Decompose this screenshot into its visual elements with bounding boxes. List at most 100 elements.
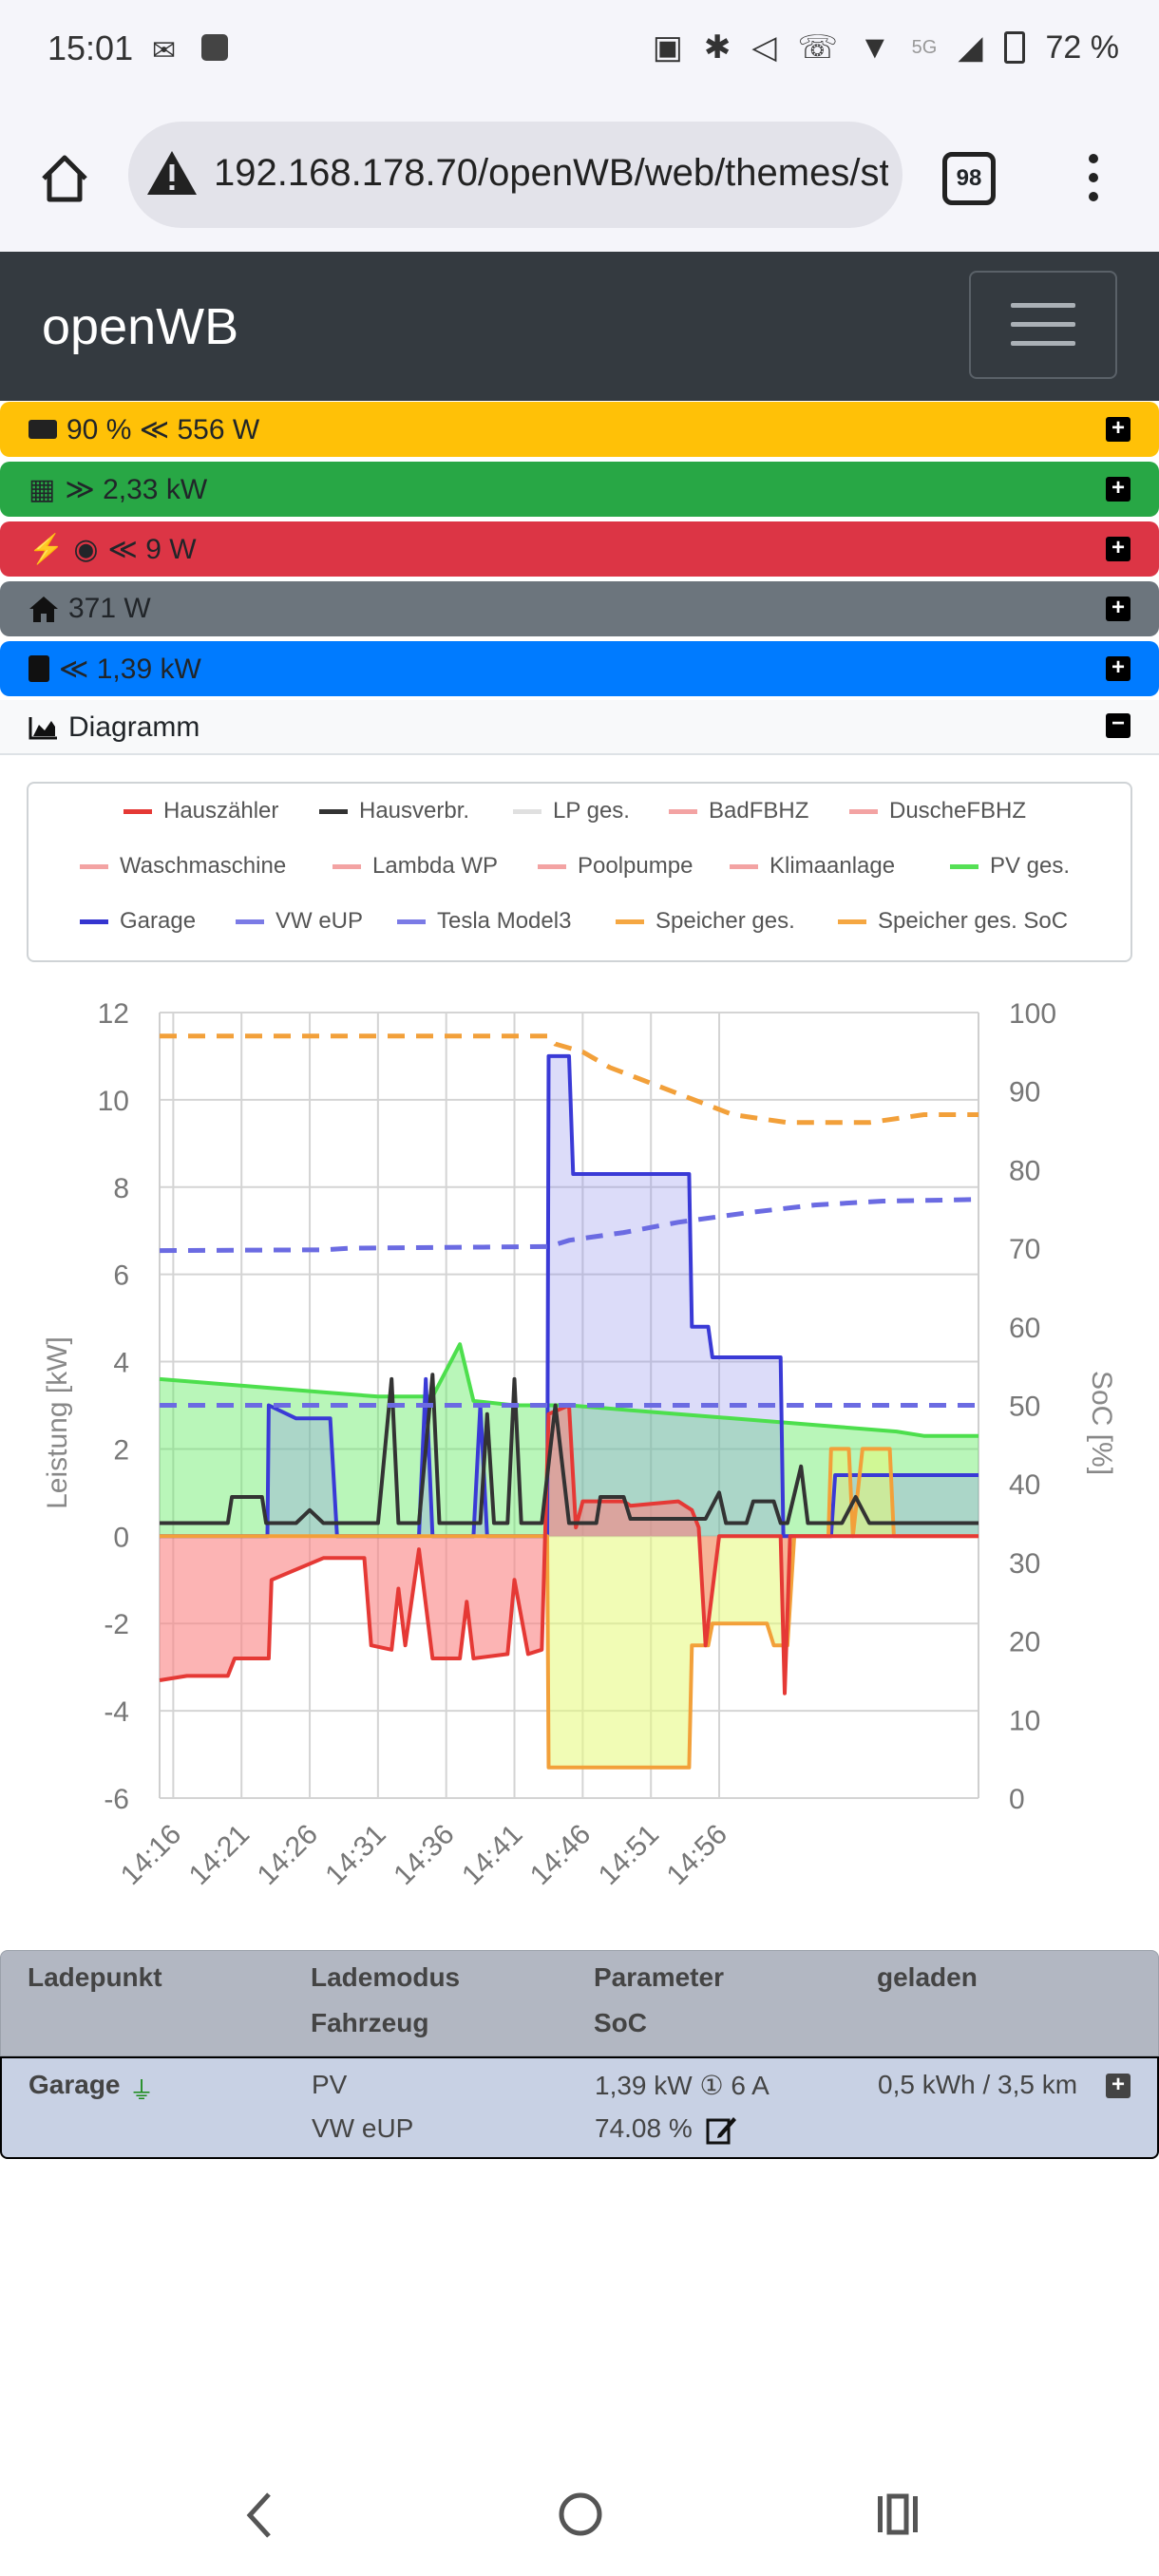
legend-item[interactable]: Waschmaschine (80, 853, 286, 880)
legend-item[interactable]: Speicher ges. (616, 908, 795, 935)
vehicle-soc: 74.08 % (595, 2113, 693, 2143)
y-axis-label: Leistung [kW] (42, 1336, 73, 1509)
legend-swatch (849, 808, 878, 814)
nfc-icon: ▣ (652, 29, 683, 66)
y2-tick-label: 10 (1009, 1705, 1040, 1736)
y-tick-label: -2 (104, 1609, 129, 1640)
chart-areas (160, 1055, 978, 1768)
series-line (160, 1373, 978, 1525)
wifi-icon: ▼ (859, 28, 891, 66)
coins-icon: ◉ (73, 533, 99, 565)
home-icon[interactable] (38, 152, 91, 205)
overflow-menu-icon[interactable] (1089, 154, 1098, 201)
legend-swatch (80, 863, 108, 869)
x-tick-label: 14:56 (661, 1819, 733, 1891)
expand-icon[interactable]: + (1106, 597, 1130, 621)
plug-icon: ⏚ (129, 2076, 155, 2105)
grid-status-row[interactable]: ⚡ ◉ ≪ 9 W + (0, 521, 1159, 577)
legend-swatch (616, 919, 644, 924)
charged-amount: 0,5 kWh / 3,5 km (878, 2070, 1078, 2099)
x-tick-label: 14:41 (456, 1819, 528, 1891)
y-tick-label: 12 (98, 998, 129, 1030)
legend-swatch (730, 863, 758, 869)
charge-mode[interactable]: PV (312, 2070, 348, 2099)
edit-icon[interactable] (705, 2113, 737, 2146)
y-tick-label: -4 (104, 1696, 129, 1728)
y2-tick-label: 90 (1009, 1077, 1040, 1108)
legend-item[interactable]: BadFBHZ (669, 798, 808, 824)
expand-icon[interactable]: + (1106, 537, 1130, 561)
network-label: 5G (911, 36, 938, 58)
vehicle-name: VW eUP (312, 2113, 414, 2143)
app-navbar: openWB (0, 252, 1159, 401)
legend-item[interactable]: Hausverbr. (319, 798, 469, 824)
recent-apps-icon[interactable] (874, 2492, 922, 2536)
legend-swatch (319, 808, 348, 814)
menu-toggle-button[interactable] (969, 271, 1117, 379)
battery-status-row[interactable]: 90 % ≪ 556 W + (0, 402, 1159, 457)
legend-item[interactable]: Hauszähler (124, 798, 278, 824)
y-tick-label: 6 (113, 1260, 129, 1292)
y-tick-label: 10 (98, 1086, 129, 1117)
diagram-title: Diagramm (68, 711, 200, 743)
collapse-icon[interactable]: − (1106, 712, 1130, 738)
battery-level: 72 % (1045, 28, 1120, 66)
y2-tick-label: 60 (1009, 1313, 1040, 1344)
soc-series-line (159, 1197, 979, 1254)
home-nav-icon[interactable] (557, 2491, 604, 2538)
legend-item[interactable]: VW eUP (236, 908, 363, 935)
table-row[interactable]: Garage ⏚ PV VW eUP 1,39 kW ① 6 A 74.08 %… (0, 2056, 1159, 2159)
battery-icon (1003, 31, 1025, 64)
url-text[interactable]: 192.168.178.70/openWB/web/themes/stan (214, 152, 888, 194)
legend-swatch (838, 919, 866, 924)
expand-icon[interactable]: + (1106, 656, 1130, 681)
address-bar[interactable]: 192.168.178.70/openWB/web/themes/stan (128, 122, 902, 228)
series-area (160, 1405, 978, 1694)
legend-swatch (950, 863, 978, 869)
chargepoint-status-row[interactable]: ≪ 1,39 kW + (0, 641, 1159, 696)
expand-icon[interactable]: + (1106, 417, 1130, 442)
y-tick-label: 2 (113, 1434, 129, 1466)
x-tick-label: 14:51 (593, 1819, 665, 1891)
warning-icon[interactable] (145, 148, 199, 198)
series-area (160, 1449, 978, 1768)
legend-item[interactable]: PV ges. (950, 853, 1070, 880)
y2-tick-label: 80 (1009, 1155, 1040, 1186)
header-ladepunkt: Ladepunkt (28, 1962, 162, 1992)
grid-status-text: ≪ 9 W (107, 533, 197, 565)
y2-tick-label: 0 (1009, 1784, 1025, 1815)
brand-title[interactable]: openWB (42, 298, 239, 355)
pv-status-row[interactable]: ▦ ≫ 2,33 kW + (0, 462, 1159, 517)
diagram-header[interactable]: Diagramm − (0, 700, 1159, 755)
charging-station-icon (28, 655, 49, 682)
y2-tick-label: 20 (1009, 1627, 1040, 1658)
legend-item[interactable]: Tesla Model3 (397, 908, 571, 935)
house-status-text: 371 W (68, 593, 151, 624)
legend-item[interactable]: Lambda WP (332, 853, 498, 880)
power-tower-icon: ⚡ (28, 533, 65, 565)
back-icon[interactable] (242, 2489, 276, 2542)
legend-item[interactable]: Klimaanlage (730, 853, 895, 880)
chart-lines (159, 1033, 979, 1770)
x-tick-label: 14:26 (252, 1819, 324, 1891)
tab-count-button[interactable]: 98 (942, 152, 996, 205)
house-status-row[interactable]: 371 W + (0, 581, 1159, 636)
legend-swatch (80, 919, 108, 924)
legend-item[interactable]: Garage (80, 908, 196, 935)
legend-item[interactable]: Poolpumpe (538, 853, 693, 880)
expand-icon[interactable]: + (1106, 477, 1130, 502)
expand-icon[interactable]: + (1106, 2074, 1130, 2098)
legend-item[interactable]: LP ges. (513, 798, 630, 824)
battery-status-text: 90 % ≪ 556 W (66, 413, 260, 445)
legend-item[interactable]: Speicher ges. SoC (838, 908, 1068, 935)
y2-axis-label: SoC [%] (1086, 1371, 1117, 1475)
chart-legend: Hauszähler Hausverbr. LP ges. BadFBHZ Du… (27, 782, 1132, 962)
status-time: 15:01 (48, 28, 134, 67)
y-tick-label: 4 (113, 1348, 129, 1379)
chargepoint-name: Garage (28, 2070, 121, 2099)
header-fahrzeug: Fahrzeug (311, 2008, 429, 2037)
legend-item[interactable]: DuscheFBHZ (849, 798, 1026, 824)
x-tick-label: 14:46 (524, 1819, 597, 1891)
legend-swatch (513, 808, 542, 814)
legend-swatch (538, 863, 566, 869)
